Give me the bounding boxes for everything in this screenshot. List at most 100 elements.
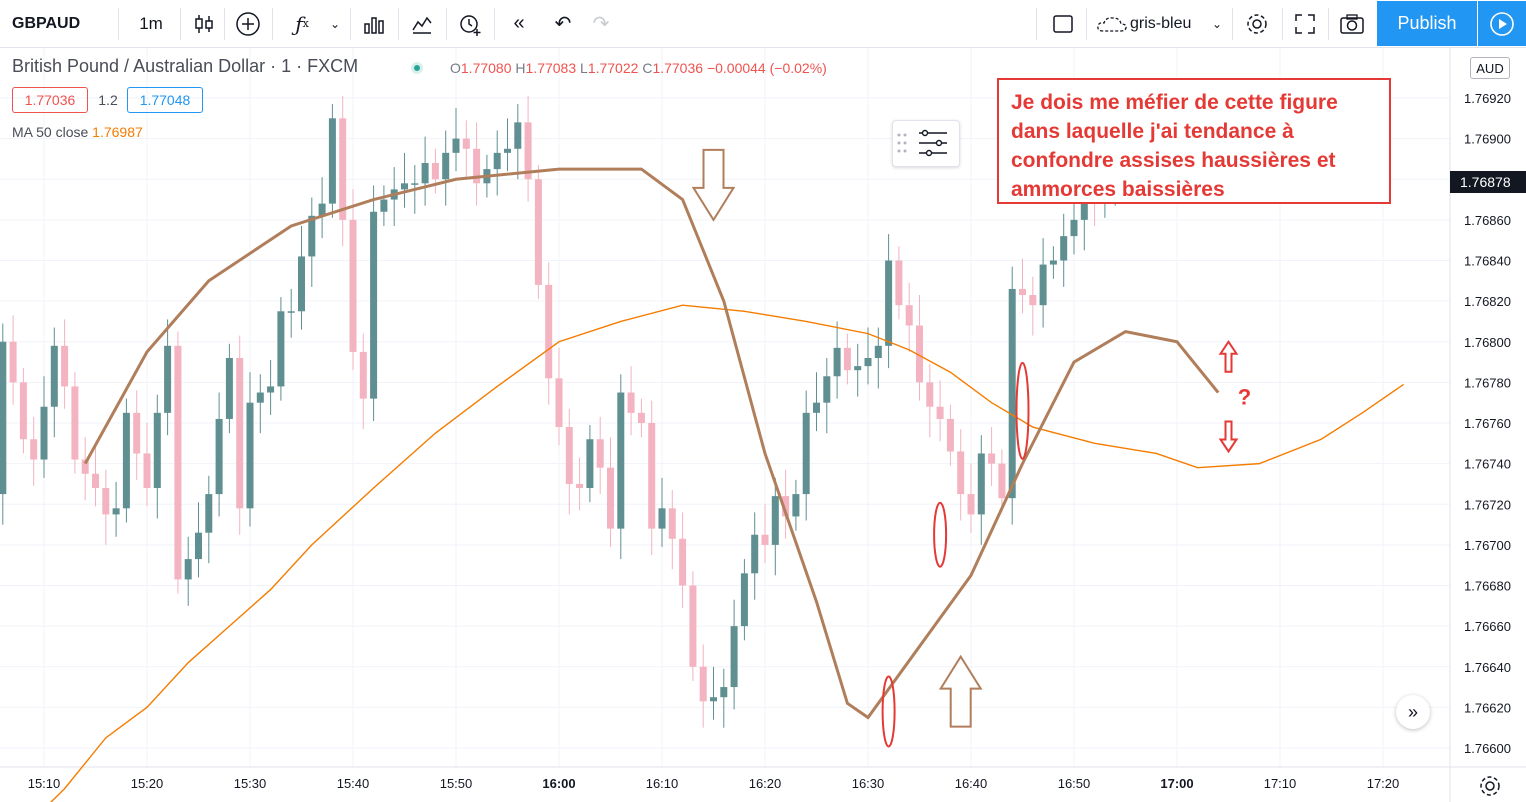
candle-body [0,341,7,495]
time-tick-label: 16:40 [955,776,988,791]
replay-icon[interactable]: « [513,12,525,34]
candle-body [112,508,120,515]
candle-body [1008,288,1016,499]
toolbar-divider [398,8,399,40]
candle-body [658,508,666,529]
chevron-down-icon[interactable]: ⌄ [329,16,341,31]
theme-name[interactable]: gris-bleu [1130,14,1192,32]
price-tick-label: 1.76900 [1464,132,1511,147]
time-axis-labels: 15:10 15:20 15:30 15:40 15:50 16:00 16:10 16:20… [28,776,1400,791]
templates-icon[interactable] [404,0,440,47]
price-chart[interactable]: ? 1.76600 1.76620 1.76640 1.76660 1.76680 1.7… [0,48,1526,802]
time-tick-label: 16:50 [1058,776,1091,791]
candle-body [843,347,851,371]
candle-body [617,392,625,529]
last-price-label: 1.76878 [1450,171,1526,193]
candle-body [936,406,944,419]
currency-badge[interactable]: AUD [1470,57,1510,79]
candle-body [92,473,99,488]
up-arrow-drawing [938,654,983,728]
change-value: −0.00044 (−0.02%) [706,60,827,76]
candle-body [277,311,285,387]
chevron-down-icon[interactable]: ⌄ [1211,16,1223,31]
ma-legend[interactable]: MA 50 close 1.76987 [12,124,143,140]
open-value: 1.77080 [460,60,512,76]
drawing-settings-button[interactable] [892,120,960,167]
candle-body [421,163,429,184]
toolbar-divider [180,8,181,40]
toolbar-divider [494,8,495,40]
drawn-trend-curve [83,167,1220,720]
gear-icon[interactable] [1238,0,1276,47]
candle-body [637,412,645,423]
candle-body [195,532,202,560]
candle-body [710,697,717,702]
redo-icon[interactable]: ↷ [592,13,610,35]
candle-body [926,382,934,407]
candle-body [833,347,841,377]
candles-icon[interactable] [186,0,222,47]
candle-body [205,494,213,533]
time-tick-label: 17:00 [1160,776,1193,791]
annotation-note[interactable]: Je dois me méfier de cette figure dans l… [997,78,1391,204]
interval-button[interactable]: 1m [139,13,163,33]
candle-body [133,412,141,454]
candle-body [328,118,336,204]
candle-body [40,406,48,460]
candle-body [349,219,357,352]
candle-body [61,345,69,387]
price-tick-label: 1.76800 [1464,335,1511,350]
candle-body [442,152,450,180]
candle-body [1070,219,1078,237]
candle-body [236,358,244,509]
candle-body [318,203,326,216]
candle-body [576,483,584,488]
candle-body [895,260,903,306]
candle-body [534,179,542,285]
candle-body [473,148,481,184]
ask-price-button[interactable]: 1.77048 [127,87,203,113]
candle-body [30,439,38,460]
candle-body [730,626,738,688]
toolbar-divider [224,8,225,40]
candle-body [689,585,697,667]
candle-body [298,256,305,312]
high-value: 1.77083 [525,60,577,76]
candle-body [122,412,130,509]
time-tick-label: 17:20 [1367,776,1400,791]
bar-chart-icon[interactable] [356,0,392,47]
toolbar-divider [1036,8,1037,40]
scroll-to-realtime-button[interactable]: » [1396,695,1430,729]
fullscreen-icon[interactable] [1288,0,1322,47]
axis-settings-gear-icon[interactable] [1478,774,1502,798]
candle-body [792,494,800,517]
undo-icon[interactable]: ↶ [554,13,572,35]
candle-body [256,392,264,403]
candle-body [504,148,511,153]
price-tick-label: 1.76680 [1464,579,1511,594]
symbol-search-button[interactable]: GBPAUD [12,14,81,32]
toolbar-divider [1086,8,1087,40]
camera-icon[interactable] [1334,0,1370,47]
time-tick-label: 15:30 [234,776,267,791]
publish-button[interactable]: Publish [1377,1,1477,46]
candle-body [555,378,563,428]
candles [0,95,1119,728]
down-small-arrow-icon [1218,420,1239,454]
candle-body [462,138,470,149]
cloud-icon[interactable] [1094,0,1130,47]
layout-icon[interactable] [1046,0,1080,47]
bid-price-button[interactable]: 1.77036 [12,87,88,113]
candle-body [9,341,17,383]
candle-body [380,199,388,212]
candle-body [1060,236,1068,261]
toolbar-divider [1282,8,1283,40]
add-symbol-icon[interactable] [230,0,266,47]
candle-body [916,325,923,383]
candle-body [565,427,573,484]
alert-icon[interactable] [452,0,488,47]
play-icon[interactable] [1478,1,1526,46]
candle-body [411,183,419,185]
candle-body [287,311,295,313]
